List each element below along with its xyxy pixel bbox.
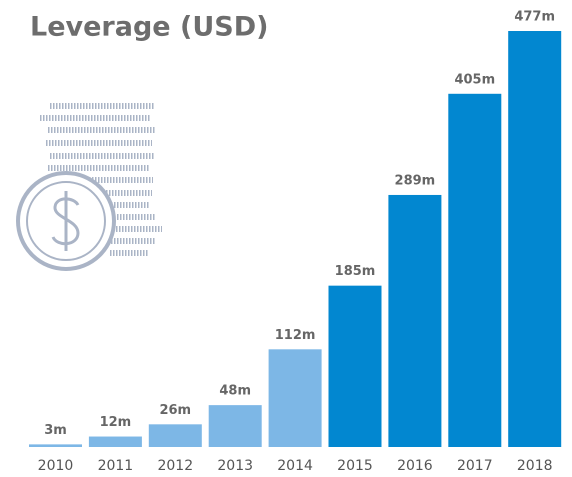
bar	[148, 424, 202, 447]
x-tick-label: 2015	[337, 458, 373, 474]
x-tick-label: 2017	[457, 458, 493, 474]
bar	[508, 31, 562, 447]
x-tick-label: 2010	[38, 458, 74, 474]
dollar-icon	[16, 103, 162, 271]
value-label: 26m	[159, 403, 191, 418]
value-label: 185m	[335, 264, 376, 279]
x-tick-label: 2014	[277, 458, 313, 474]
x-tick-label: 2016	[397, 458, 433, 474]
x-tick-label: 2018	[517, 458, 553, 474]
value-label: 3m	[44, 423, 67, 438]
x-tick-label: 2013	[217, 458, 253, 474]
bar	[328, 285, 382, 447]
chart-title: Leverage (USD)	[30, 12, 268, 43]
x-tick-label: 2011	[98, 458, 134, 474]
bar	[29, 444, 82, 447]
value-label: 405m	[454, 72, 495, 87]
bar	[388, 194, 442, 447]
bar	[448, 93, 502, 447]
value-label: 48m	[219, 384, 251, 399]
bar	[88, 436, 142, 447]
bar	[268, 349, 322, 447]
value-label: 289m	[395, 173, 436, 188]
bar	[208, 405, 262, 447]
value-label: 12m	[100, 415, 132, 430]
x-tick-label: 2012	[157, 458, 193, 474]
value-label: 477m	[514, 10, 555, 25]
value-label: 112m	[275, 328, 316, 343]
